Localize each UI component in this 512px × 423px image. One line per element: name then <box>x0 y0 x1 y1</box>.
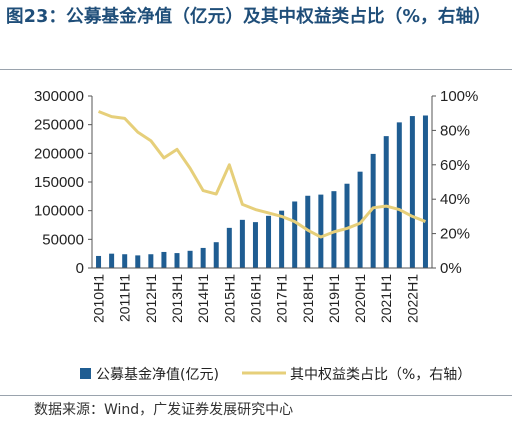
legend-swatch-bar <box>80 368 91 379</box>
bar-2019H1 <box>331 191 337 268</box>
bar-2018H2 <box>318 194 324 268</box>
x-axis-tick-label: 2018H1 <box>300 274 316 323</box>
axes <box>91 96 433 269</box>
bar-series <box>96 115 428 269</box>
x-axis-tick-label: 2010H1 <box>91 274 107 323</box>
right-axis-tick-label: 40% <box>440 191 470 208</box>
bar-2017H1 <box>279 210 285 268</box>
x-axis-tick-label: 2017H1 <box>274 274 290 323</box>
left-axis-tick-label: 250000 <box>34 117 84 134</box>
right-axis-tick-label: 100% <box>440 88 478 105</box>
legend: 公募基金净值(亿元) 其中权益类占比（%，右轴） <box>80 366 471 383</box>
bar-2021H1 <box>383 136 389 268</box>
x-axis-tick-label: 2015H1 <box>221 274 237 323</box>
bar-2018H1 <box>305 195 311 268</box>
bar-2016H1 <box>252 222 258 268</box>
left-axis-tick-label: 0 <box>76 260 84 277</box>
bar-2019H2 <box>344 183 350 268</box>
bar-2021H2 <box>396 122 402 269</box>
legend-label-bar: 公募基金净值(亿元) <box>96 366 219 383</box>
bar-2013H1 <box>174 253 180 268</box>
x-axis-tick-label: 2013H1 <box>169 274 185 323</box>
x-axis-tick-label: 2016H1 <box>247 274 263 323</box>
bar-2015H1 <box>226 227 232 268</box>
equity-share-line <box>97 110 427 239</box>
bar-2013H2 <box>187 250 193 268</box>
right-axis-tick-label: 0% <box>440 260 462 277</box>
left-axis-tick-label: 50000 <box>42 231 84 248</box>
x-axis-tick-label: 2022H1 <box>404 274 420 323</box>
bar-2015H2 <box>239 219 245 268</box>
bar-2014H2 <box>213 242 219 268</box>
bar-2020H2 <box>370 153 376 268</box>
top-divider <box>0 69 512 70</box>
bar-2022H1 <box>409 116 415 268</box>
chart-area: 0 50000 100000 150000 200000 250000 300000 0% 2… <box>34 88 478 383</box>
bar-2012H2 <box>161 251 167 268</box>
right-axis-ticks: 0% 20% 40% 60% 80% 100% <box>432 88 478 277</box>
left-axis-tick-label: 200000 <box>34 145 84 162</box>
left-axis-ticks: 0 50000 100000 150000 200000 250000 300000 <box>34 88 92 277</box>
x-axis-tick-label: 2021H1 <box>378 274 394 323</box>
line-series-layer <box>97 110 427 239</box>
bar-2022H2 <box>422 115 428 269</box>
right-axis-tick-label: 80% <box>440 122 470 139</box>
x-axis-ticks: 2010H1 2011H1 2012H1 2013H1 2014H1 2015H1 2016… <box>91 274 421 323</box>
chart-title: 图23：公募基金净值（亿元）及其中权益类占比（%，右轴） <box>6 7 491 27</box>
x-axis-tick-label: 2020H1 <box>352 274 368 323</box>
x-axis-tick-label: 2019H1 <box>326 274 342 323</box>
left-axis-tick-label: 300000 <box>34 88 84 105</box>
bar-2011H2 <box>135 255 141 268</box>
bar-2016H2 <box>266 215 272 268</box>
source-note: 数据来源：Wind，广发证券发展研究中心 <box>34 402 294 418</box>
bar-2011H1 <box>122 254 128 268</box>
bar-2010H1 <box>96 255 102 268</box>
bar-2017H2 <box>292 201 298 268</box>
right-axis-tick-label: 20% <box>440 226 470 243</box>
x-axis-tick-label: 2012H1 <box>143 274 159 323</box>
bar-2012H1 <box>148 254 154 268</box>
left-axis-tick-label: 100000 <box>34 203 84 220</box>
bar-2010H2 <box>109 253 115 268</box>
right-axis-tick-label: 60% <box>440 157 470 174</box>
bar-2014H1 <box>200 247 206 268</box>
bar-2020H1 <box>357 171 363 268</box>
bottom-divider <box>0 395 512 396</box>
x-axis-tick-label: 2014H1 <box>195 274 211 323</box>
x-axis-tick-label: 2011H1 <box>117 274 133 322</box>
legend-label-line: 其中权益类占比（%，右轴） <box>290 367 471 383</box>
left-axis-tick-label: 150000 <box>34 174 84 191</box>
